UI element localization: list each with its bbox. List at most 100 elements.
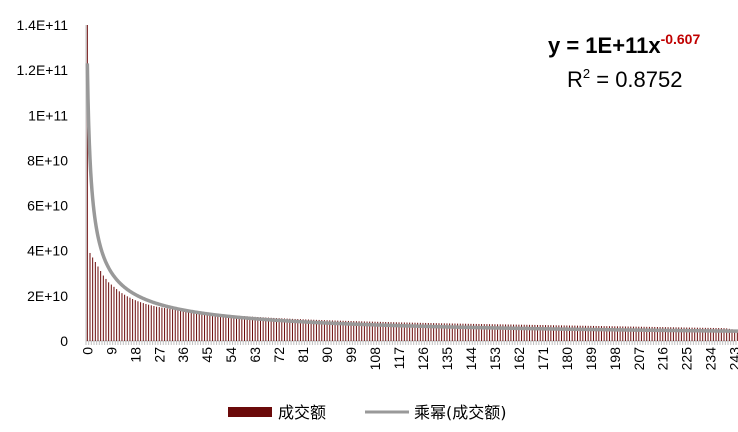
bar [172, 309, 174, 341]
bar [334, 320, 336, 341]
x-tick-label: 126 [415, 347, 431, 371]
bar [302, 319, 304, 341]
bar [422, 322, 424, 341]
bar [734, 329, 736, 341]
x-tick-label: 153 [487, 347, 503, 371]
bar [326, 320, 328, 341]
bar [244, 316, 246, 341]
bar [251, 316, 253, 341]
bar [164, 308, 166, 341]
bar [395, 322, 397, 341]
bar [169, 308, 171, 341]
bar [574, 325, 576, 341]
bar [704, 327, 706, 341]
bar [350, 321, 352, 341]
bar [353, 321, 355, 341]
bar [385, 321, 387, 341]
bar [680, 327, 682, 341]
bar [534, 324, 536, 341]
bar [454, 323, 456, 341]
bar [651, 326, 653, 341]
bar [233, 315, 235, 341]
bar [494, 324, 496, 341]
bar [545, 325, 547, 341]
bar [473, 323, 475, 341]
bar [678, 327, 680, 341]
x-tick-label: 99 [343, 347, 359, 363]
bar [307, 319, 309, 341]
x-tick-label: 180 [559, 347, 575, 371]
bar [417, 322, 419, 341]
bar [686, 327, 688, 341]
bar [294, 318, 296, 341]
bar [561, 325, 563, 341]
bar [731, 329, 733, 341]
bar [283, 318, 285, 341]
bar [603, 326, 605, 341]
bar [214, 313, 216, 341]
x-tick-label: 0 [79, 347, 95, 355]
x-tick-label: 63 [247, 347, 263, 363]
bar [608, 326, 610, 341]
bar [134, 300, 136, 341]
bar [598, 326, 600, 341]
bar [486, 324, 488, 341]
bar [124, 294, 126, 341]
bar [699, 327, 701, 341]
bar [505, 324, 507, 341]
bar [555, 325, 557, 341]
bar [521, 324, 523, 341]
bar [206, 313, 208, 341]
bar [406, 322, 408, 341]
bar [630, 326, 632, 341]
bar [257, 317, 259, 341]
bar [174, 309, 176, 341]
bar [361, 321, 363, 341]
bar [584, 325, 586, 341]
bar [726, 328, 728, 341]
bar [166, 308, 168, 341]
x-tick-label: 171 [535, 347, 551, 371]
y-tick-label: 1.2E+11 [16, 62, 68, 78]
bar [736, 330, 738, 341]
legend-label-trendline: 乘幂(成交额) [414, 403, 507, 422]
bar [510, 324, 512, 341]
bar [638, 326, 640, 341]
bar [656, 327, 658, 341]
bar [640, 326, 642, 341]
bar [331, 320, 333, 341]
bar [563, 325, 565, 341]
trendline-series [85, 63, 738, 333]
bar [576, 325, 578, 341]
bar [670, 327, 672, 341]
bar [526, 324, 528, 341]
bar [579, 325, 581, 341]
bar [201, 312, 203, 341]
x-tick-label: 207 [631, 347, 647, 371]
r-squared-label: R [567, 67, 583, 92]
bar [648, 326, 650, 341]
bar [161, 307, 163, 341]
bar [97, 266, 99, 341]
bar [270, 317, 272, 341]
bar [675, 327, 677, 341]
bar [374, 321, 376, 341]
x-tick-label: 18 [127, 347, 143, 363]
bar [347, 320, 349, 341]
bar [323, 320, 325, 341]
bar [728, 328, 730, 341]
bar [369, 321, 371, 341]
bar [409, 322, 411, 341]
bar [411, 322, 413, 341]
bar [619, 326, 621, 341]
bar [188, 311, 190, 341]
bar [569, 325, 571, 341]
bar [539, 325, 541, 341]
bar [529, 324, 531, 341]
bar [337, 320, 339, 341]
bar [723, 328, 725, 341]
bar [220, 314, 222, 341]
bar [710, 327, 712, 341]
bar [430, 323, 432, 341]
bar-series [86, 25, 738, 341]
